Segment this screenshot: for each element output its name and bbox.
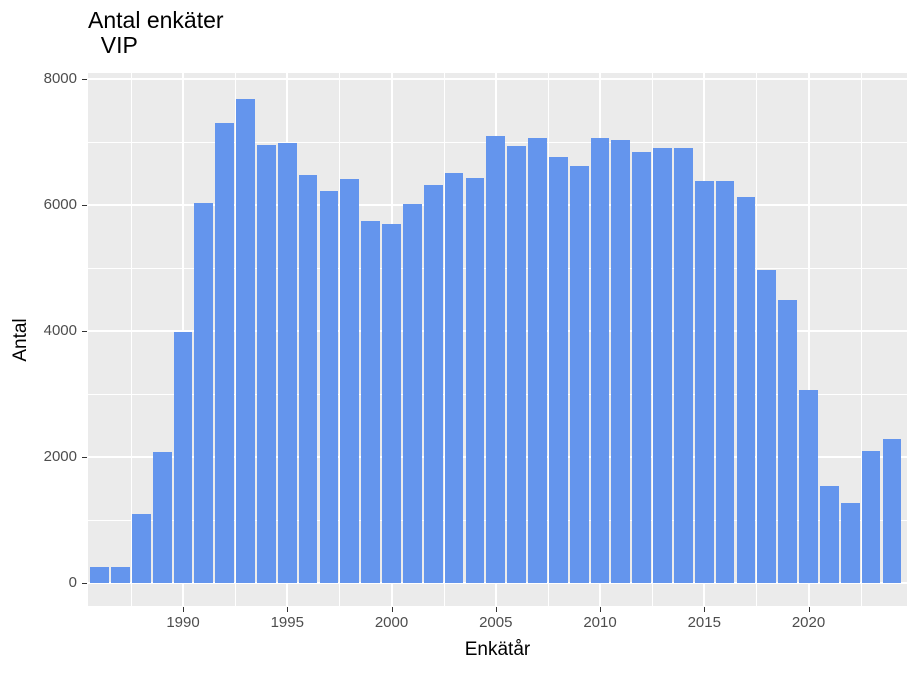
chart-title: Antal enkäter VIP [88,7,224,58]
y-tick-label: 8000 [43,70,77,87]
y-tick-label: 0 [68,574,77,591]
bar-2022 [840,502,860,583]
x-tick [495,607,497,612]
bar-2017 [736,196,756,583]
bar-1991 [194,203,214,583]
y-tick-label: 2000 [43,448,77,465]
minor-gridline-x [756,73,758,606]
x-tick [808,607,810,612]
bar-2023 [861,450,881,583]
bar-2020 [799,390,818,583]
bar-2009 [569,165,589,583]
bar-2018 [757,269,777,583]
bar-2016 [715,181,735,583]
bar-2002 [423,184,443,583]
major-gridline-x [807,73,810,606]
bar-2004 [465,177,485,583]
bar-2014 [674,148,693,583]
bar-1999 [361,220,381,583]
minor-gridline-x [652,73,654,606]
x-tick-label: 1990 [166,614,200,631]
minor-gridline-x [860,73,862,606]
x-tick-label: 1995 [270,614,304,631]
x-tick [704,607,706,612]
major-gridline-y [88,582,907,584]
y-axis-title: Antal [10,318,31,362]
bar-1998 [340,179,360,583]
bar-2013 [653,148,672,583]
bar-2015 [694,181,714,583]
x-axis-title: Enkätår [464,639,531,660]
x-tick-label: 2010 [583,614,617,631]
major-gridline-y [88,78,907,80]
x-tick [287,607,289,612]
x-tick-label: 2005 [479,614,513,631]
bar-2011 [611,140,631,583]
x-tick-label: 2020 [791,614,826,631]
minor-gridline-x [547,73,549,606]
bar-2001 [402,203,422,583]
x-tick [391,607,393,612]
bar-1988 [131,513,151,583]
bar-1987 [111,567,130,583]
bar-2005 [486,135,506,583]
bar-1989 [152,451,172,583]
bar-2006 [507,145,526,583]
y-tick-label: 6000 [43,196,77,213]
y-tick-label: 4000 [43,322,77,339]
bar-1994 [257,145,276,583]
bar-1992 [215,123,235,583]
x-axis-title-wrap: Enkätår [0,639,919,661]
plot-panel [88,73,907,606]
bar-1986 [90,567,109,583]
bar-1990 [173,331,193,583]
y-tick [82,583,87,584]
minor-gridline-x [443,73,445,606]
bar-2000 [382,223,401,583]
bar-1995 [277,143,297,583]
x-tick [183,607,184,612]
bar-2010 [590,138,610,583]
y-tick [82,205,87,206]
bar-1997 [319,191,339,583]
x-tick-label: 2015 [687,614,721,631]
x-tick [600,607,601,612]
y-tick [82,79,87,80]
bar-2024 [882,438,902,583]
y-tick [82,331,87,332]
minor-gridline-x [130,73,132,606]
bar-2003 [444,172,464,583]
minor-gridline-x [235,73,237,606]
minor-gridline-x [339,73,341,606]
bar-2021 [819,485,839,583]
bar-1993 [236,99,255,583]
bar-2007 [528,138,547,583]
bar-2019 [778,300,798,583]
x-tick-label: 2000 [374,614,409,631]
bar-2012 [632,152,652,583]
bar-1996 [298,174,318,583]
bar-2008 [548,157,568,583]
y-tick [82,457,87,458]
